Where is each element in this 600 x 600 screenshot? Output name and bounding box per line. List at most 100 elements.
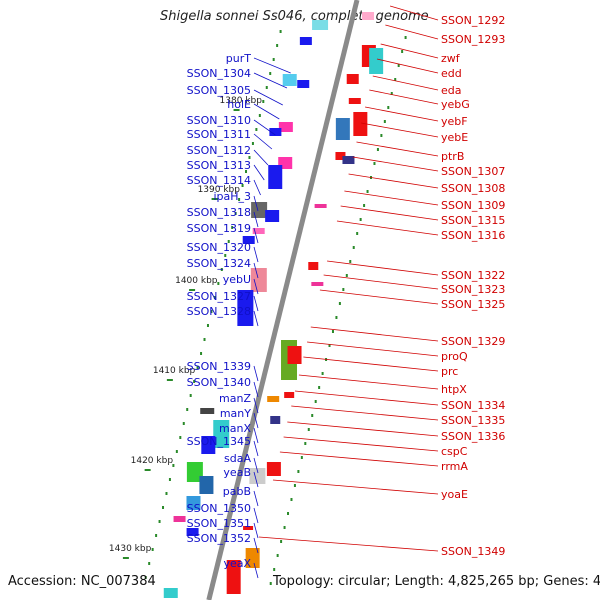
leader-line-right: [258, 536, 439, 552]
gene-label-right: ptrB: [441, 150, 464, 163]
leader-line-right: [376, 58, 439, 74]
genome-backbone: [206, 0, 360, 600]
gene-label-right: SSON_1292: [441, 14, 505, 27]
track-tick: [203, 338, 206, 341]
track-tick: [366, 190, 369, 193]
leader-line-left: [253, 490, 259, 507]
leader-line-right: [319, 289, 439, 305]
gene-label-left: ipaH_3: [213, 190, 251, 203]
track-tick: [311, 414, 314, 417]
gene-block-reverse: [335, 118, 350, 140]
leader-line-left: [253, 412, 259, 429]
gene-label-right: yebF: [441, 115, 468, 128]
kbp-marker: 1390 kbp: [198, 185, 241, 195]
gene-label-left: SSON_1310: [187, 114, 251, 127]
gene-block-reverse: [243, 526, 254, 530]
track-tick: [276, 554, 279, 557]
track-tick: [220, 268, 223, 271]
gene-label-left: manY: [220, 407, 251, 420]
gene-label-left: SSON_1327: [187, 290, 251, 303]
leader-line-left: [253, 72, 288, 89]
leader-line-right: [272, 479, 439, 495]
gene-block-reverse: [267, 396, 280, 402]
gene-label-right: SSON_1315: [441, 214, 505, 227]
gene-label-left: pabB: [223, 485, 251, 498]
gene-block-reverse: [342, 156, 355, 164]
track-tick: [349, 260, 352, 263]
track-tick: [206, 324, 209, 327]
track-tick: [363, 204, 366, 207]
gene-label-left: SSON_1319: [187, 222, 251, 235]
track-tick: [155, 534, 158, 537]
gene-block-forward: [250, 268, 267, 292]
leader-line-right: [283, 436, 439, 452]
leader-line-left: [253, 195, 259, 212]
leader-line-left: [253, 397, 259, 414]
gene-block-forward: [237, 290, 254, 326]
track-tick: [345, 274, 348, 277]
gene-label-right: SSON_1309: [441, 199, 505, 212]
track-tick: [262, 100, 265, 103]
gene-block-reverse: [353, 112, 368, 136]
track-tick: [213, 296, 216, 299]
gene-label-right: yebE: [441, 131, 468, 144]
gene-block-forward: [299, 37, 312, 45]
gene-block-reverse: [346, 74, 359, 84]
kbp-marker: 1400 kbp: [175, 276, 218, 286]
track-tick: [404, 36, 407, 39]
track-tick: [307, 428, 310, 431]
leader-line-left: [253, 211, 259, 228]
gene-label-left: SSON_1350: [187, 502, 251, 515]
leader-line-left: [253, 179, 261, 196]
leader-line-left: [253, 295, 259, 312]
gene-label-left: SSON_1304: [187, 67, 251, 80]
gene-label-right: eda: [441, 84, 462, 97]
track-tick: [335, 316, 338, 319]
gene-label-right: htpX: [441, 383, 467, 396]
accession-label: Accession: NC_007384: [8, 574, 156, 589]
leader-line-left: [253, 57, 291, 74]
kbp-marker: 1380 kbp: [220, 96, 263, 106]
track-tick: [234, 212, 237, 215]
gene-label-right: SSON_1323: [441, 283, 505, 296]
gene-block-forward: [282, 74, 297, 86]
leader-line-right: [303, 356, 439, 372]
gene-label-left: SSON_1351: [187, 517, 251, 530]
gene-label-right: rrmA: [441, 460, 468, 473]
gene-block-reverse: [287, 346, 302, 364]
gene-block-reverse: [308, 262, 319, 270]
leader-line-right: [385, 24, 439, 40]
track-tick: [300, 456, 303, 459]
track-tick: [224, 254, 227, 257]
genome-title: Shigella sonnei Ss046, complete genome: [160, 9, 429, 24]
track-tick: [179, 436, 182, 439]
gene-label-right: yebG: [441, 98, 470, 111]
track-tick: [397, 64, 400, 67]
gene-block-forward: [312, 20, 329, 30]
track-tick: [387, 106, 390, 109]
track-tick: [148, 562, 151, 565]
gene-label-right: zwf: [441, 52, 461, 65]
kbp-tick: [166, 379, 173, 381]
track-tick: [196, 366, 199, 369]
leader-line-left: [253, 507, 259, 524]
track-tick: [165, 492, 168, 495]
leader-line-left: [253, 278, 259, 295]
leader-line-left: [253, 440, 259, 457]
genome-stats: Topology: circular; Length: 4,825,265 bp…: [273, 574, 600, 589]
leader-line-left: [253, 133, 273, 150]
track-tick: [283, 526, 286, 529]
track-tick: [189, 394, 192, 397]
leader-line-left: [253, 103, 280, 120]
gene-block-forward: [186, 496, 201, 510]
leader-line-left: [253, 89, 283, 106]
kbp-marker: 1420 kbp: [131, 456, 174, 466]
leader-line-right: [380, 43, 439, 59]
track-tick: [162, 506, 165, 509]
track-tick: [182, 422, 185, 425]
leader-line-left: [253, 537, 259, 554]
leader-line-left: [253, 471, 259, 488]
leader-line-right: [298, 374, 439, 390]
track-tick: [245, 170, 248, 173]
gene-label-left: SSON_1312: [187, 144, 251, 157]
